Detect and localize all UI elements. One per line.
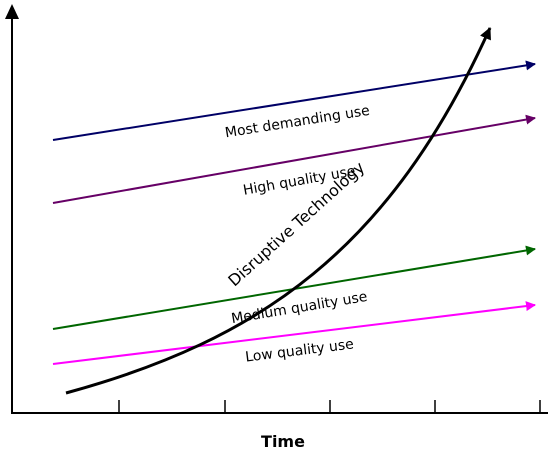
line-high-quality-stroke — [52, 114, 536, 204]
disruptive-curve: Disruptive Technology — [65, 27, 492, 395]
x-axis-label: Time — [261, 432, 305, 451]
line-high-quality: High quality use — [52, 114, 536, 204]
line-most-demanding-label: Most demanding use — [224, 103, 371, 142]
line-low-quality-label: Low quality use — [244, 336, 354, 365]
line-medium-quality-label: Medium quality use — [230, 289, 368, 327]
axes: Time — [5, 4, 548, 451]
disruptive-curve-stroke — [65, 27, 492, 395]
line-most-demanding-stroke — [52, 60, 536, 141]
y-axis-arrow-icon — [5, 4, 19, 19]
line-low-quality-stroke — [52, 301, 536, 365]
